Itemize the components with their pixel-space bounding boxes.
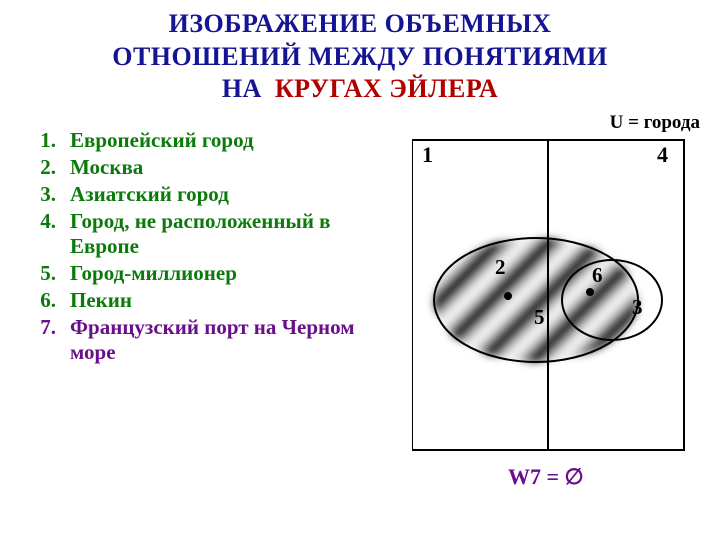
list-item-text: Европейский город <box>70 128 388 153</box>
universe-label: U = города <box>610 112 700 134</box>
list-item-number: 2. <box>28 155 70 180</box>
region-label-2: 2 <box>495 255 506 279</box>
point-6 <box>586 288 594 296</box>
list-item-text: Город, не расположенный в Европе <box>70 209 388 259</box>
list-item-text: Москва <box>70 155 388 180</box>
list-item: 1.Европейский город <box>28 128 388 153</box>
list-item-number: 6. <box>28 288 70 313</box>
title-line3-highlight: КРУГАХ ЭЙЛЕРА <box>275 74 498 103</box>
region-label-6: 6 <box>592 263 603 287</box>
list-item-number: 5. <box>28 261 70 286</box>
region-label-4: 4 <box>657 142 668 167</box>
list-item: 6.Пекин <box>28 288 388 313</box>
concepts-list: 1.Европейский город2.Москва3.Азиатский г… <box>28 128 388 367</box>
bottom-label: W7 = ∅ <box>508 464 584 490</box>
list-item: 7.Французский порт на Черном море <box>28 315 388 365</box>
list-item-text: Французский порт на Черном море <box>70 315 388 365</box>
list-item: 4.Город, не расположенный в Европе <box>28 209 388 259</box>
list-item: 5.Город-миллионер <box>28 261 388 286</box>
euler-diagram: U = города 142563 W7 = ∅ <box>412 118 712 518</box>
point-2 <box>504 292 512 300</box>
list-item-text: Азиатский город <box>70 182 388 207</box>
title-line2: ОТНОШЕНИЙ МЕЖДУ ПОНЯТИЯМИ <box>112 42 608 71</box>
list-item: 2.Москва <box>28 155 388 180</box>
list-item-text: Город-миллионер <box>70 261 388 286</box>
title-line1: ИЗОБРАЖЕНИЕ ОБЪЕМНЫХ <box>169 9 552 38</box>
list-item-number: 3. <box>28 182 70 207</box>
list-item-number: 7. <box>28 315 70 340</box>
page-title: ИЗОБРАЖЕНИЕ ОБЪЕМНЫХ ОТНОШЕНИЙ МЕЖДУ ПОН… <box>0 0 720 106</box>
region-label-3: 3 <box>632 295 643 319</box>
list-item-number: 1. <box>28 128 70 153</box>
list-item: 3.Азиатский город <box>28 182 388 207</box>
diagram-svg: 1 4 2 5 6 3 <box>412 118 712 478</box>
list-item-text: Пекин <box>70 288 388 313</box>
list-item-number: 4. <box>28 209 70 234</box>
region-label-1: 1 <box>422 142 433 167</box>
title-line3-prefix: НА <box>222 74 262 103</box>
region-label-5: 5 <box>534 305 545 329</box>
